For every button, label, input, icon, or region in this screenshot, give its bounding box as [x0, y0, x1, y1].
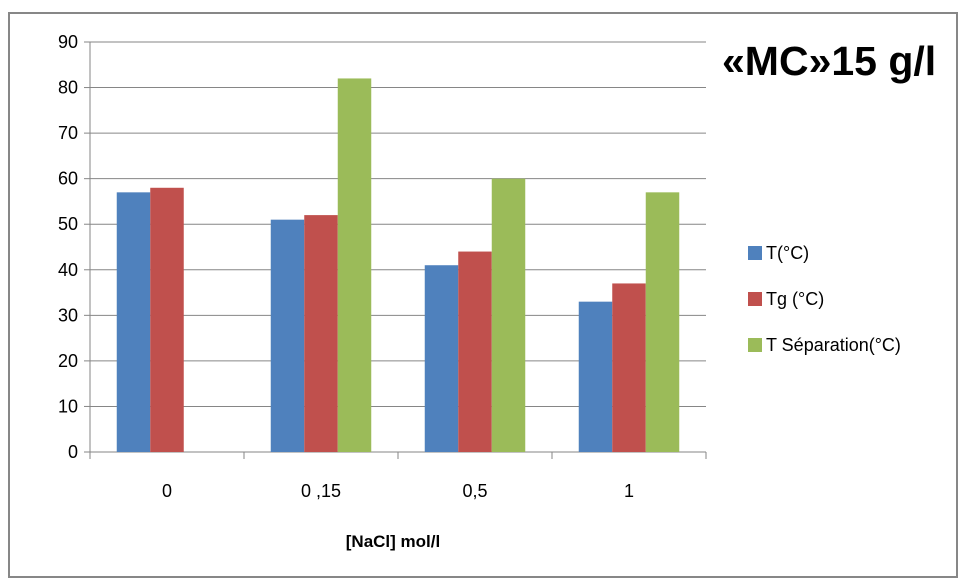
bar	[304, 215, 338, 452]
bar	[150, 187, 184, 452]
legend-item-tg: Tg (°C)	[748, 289, 901, 309]
x-tick-label: 0	[162, 481, 172, 501]
y-tick-label: 30	[58, 305, 78, 325]
bar	[645, 192, 680, 453]
y-tick-label: 10	[58, 396, 78, 416]
legend-item-t: T(°C)	[748, 243, 901, 263]
bar	[458, 251, 492, 452]
x-tick-label: 0 ,15	[301, 481, 341, 501]
legend-label-tg: Tg (°C)	[766, 288, 825, 309]
bar	[491, 178, 526, 452]
legend-swatch-tg	[748, 292, 762, 306]
legend-item-t-separation: T Séparation(°C)	[748, 335, 901, 355]
legend-label-t-separation: T Séparation(°C)	[766, 334, 901, 355]
legend: T(°C) Tg (°C) T Séparation(°C)	[748, 243, 901, 381]
legend-label-t: T(°C)	[766, 242, 810, 263]
y-tick-label: 80	[58, 78, 78, 98]
y-tick-label: 40	[58, 260, 78, 280]
bar	[578, 301, 613, 452]
bar	[612, 283, 646, 452]
chart-title: «MC»15 g/l	[722, 38, 937, 84]
bar	[424, 265, 459, 452]
y-tick-label: 60	[58, 169, 78, 189]
y-tick-label: 70	[58, 123, 78, 143]
y-tick-label: 20	[58, 351, 78, 371]
y-tick-label: 50	[58, 214, 78, 234]
legend-swatch-t-separation	[748, 338, 762, 352]
legend-swatch-t	[748, 246, 762, 260]
y-tick-label: 90	[58, 32, 78, 52]
x-axis-title: [NaCl] mol/l	[346, 532, 440, 551]
x-tick-label: 0,5	[462, 481, 487, 501]
x-tick-label: 1	[624, 481, 634, 501]
bar	[270, 219, 305, 452]
bar	[116, 192, 151, 453]
y-tick-label: 0	[68, 442, 78, 462]
bar	[337, 78, 372, 452]
